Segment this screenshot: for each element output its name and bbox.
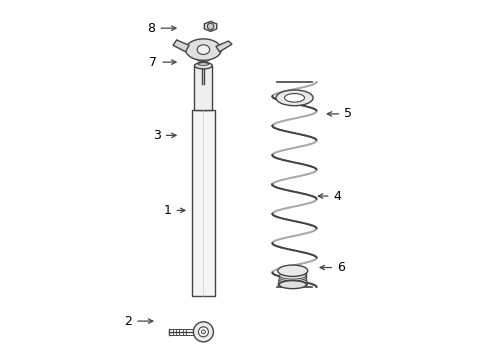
Ellipse shape xyxy=(278,279,306,286)
Polygon shape xyxy=(201,84,205,111)
Text: 3: 3 xyxy=(153,129,176,142)
Ellipse shape xyxy=(194,63,212,69)
Ellipse shape xyxy=(277,265,307,276)
Ellipse shape xyxy=(278,278,306,284)
Polygon shape xyxy=(191,111,215,296)
Polygon shape xyxy=(204,21,216,31)
Ellipse shape xyxy=(275,90,312,106)
Text: 8: 8 xyxy=(147,22,176,35)
Ellipse shape xyxy=(278,276,306,283)
Ellipse shape xyxy=(279,272,305,279)
Text: 4: 4 xyxy=(318,190,341,203)
Text: 1: 1 xyxy=(163,204,184,217)
Ellipse shape xyxy=(197,45,209,54)
Text: 6: 6 xyxy=(320,261,344,274)
Ellipse shape xyxy=(279,281,305,289)
Polygon shape xyxy=(216,41,231,52)
Ellipse shape xyxy=(277,281,307,288)
Circle shape xyxy=(201,330,205,334)
Ellipse shape xyxy=(284,94,304,102)
Text: 5: 5 xyxy=(326,107,351,120)
Circle shape xyxy=(198,327,208,337)
Ellipse shape xyxy=(279,274,305,281)
Circle shape xyxy=(207,23,213,30)
Text: 7: 7 xyxy=(149,55,176,69)
Circle shape xyxy=(193,322,213,342)
Polygon shape xyxy=(194,66,212,111)
Polygon shape xyxy=(173,40,189,52)
Ellipse shape xyxy=(283,91,305,96)
Ellipse shape xyxy=(185,39,221,60)
Text: 2: 2 xyxy=(124,315,152,328)
Polygon shape xyxy=(279,271,305,285)
